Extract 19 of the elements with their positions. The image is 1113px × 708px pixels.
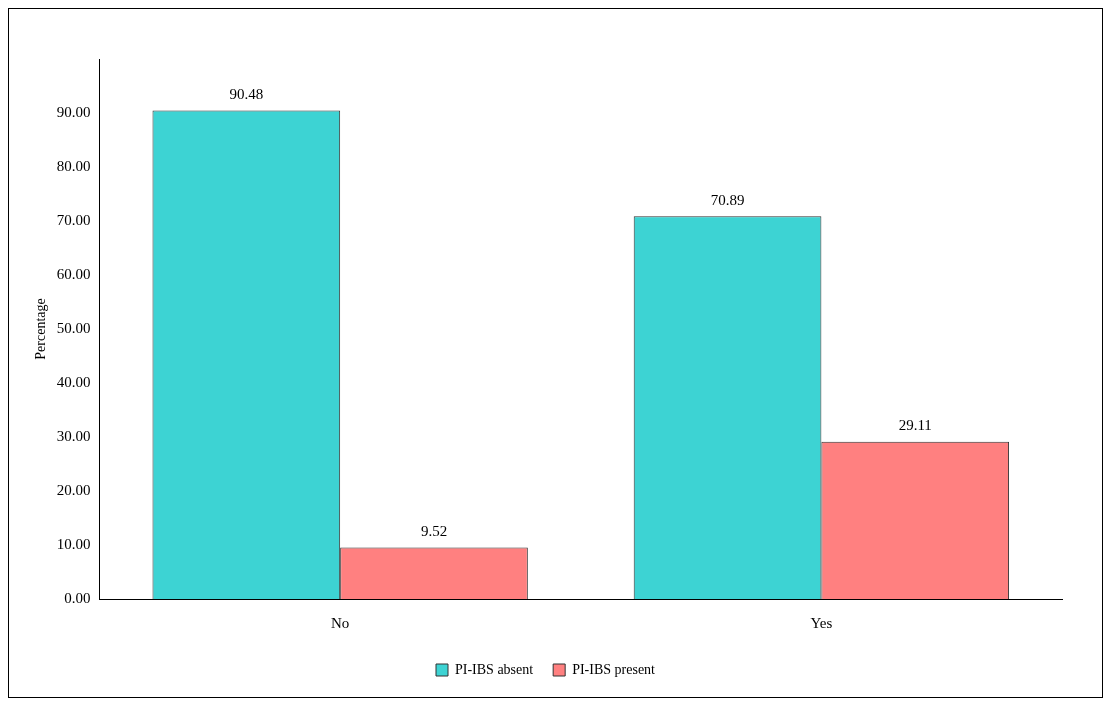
y-tick-label: 60.00 [56, 265, 91, 282]
x-tick-label: Yes [810, 614, 833, 631]
y-tick-label: 40.00 [56, 373, 91, 390]
y-tick-label: 10.00 [56, 535, 91, 552]
data-label: 70.89 [710, 191, 745, 208]
legend-label: PI-IBS absent [455, 661, 534, 677]
data-label: 90.48 [229, 85, 264, 102]
data-label: 9.52 [420, 523, 448, 540]
y-tick-label: 70.00 [56, 211, 91, 228]
y-tick-label: 90.00 [56, 103, 91, 120]
y-tick-label: 0.00 [64, 589, 91, 606]
y-tick-label: 30.00 [56, 427, 91, 444]
data-label: 29.11 [898, 417, 932, 434]
y-tick-label: 80.00 [56, 157, 91, 174]
x-tick-label: No [330, 614, 350, 631]
y-axis-title: Percentage [33, 298, 49, 360]
legend-label: PI-IBS present [572, 661, 656, 677]
y-tick-label: 50.00 [56, 319, 91, 336]
y-tick-label: 20.00 [56, 481, 91, 498]
